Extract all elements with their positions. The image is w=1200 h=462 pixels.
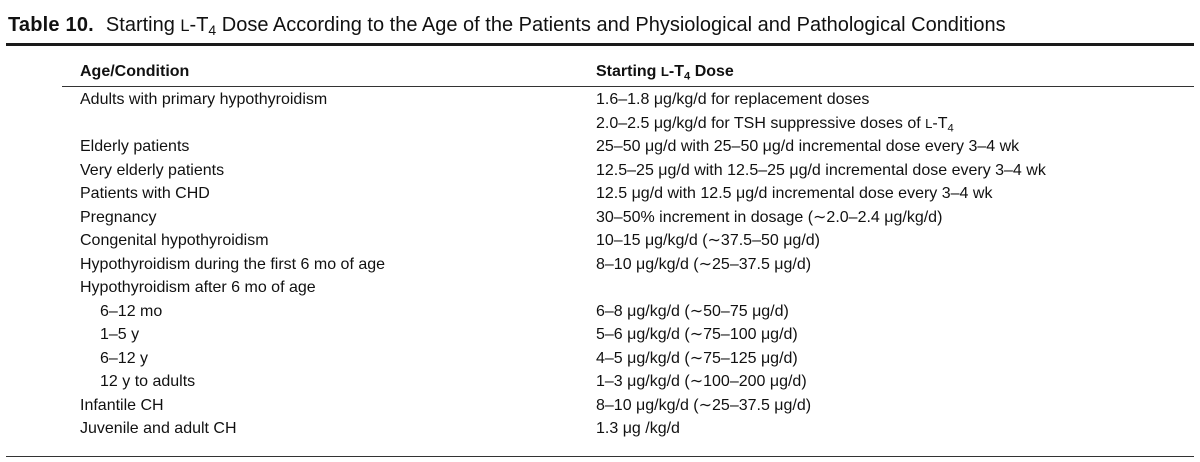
column-header-dose: Starting L-T4 Dose xyxy=(596,63,734,83)
condition-cell: 1–5 y xyxy=(100,326,140,343)
dose-cell: 1.6–1.8 μg/kg/d for replacement doses xyxy=(596,91,870,108)
table-row: 6–12 y 4–5 μg/kg/d (∼75–125 μg/d) xyxy=(0,347,1200,371)
dose-cell: 1–3 μg/kg/d (∼100–200 μg/d) xyxy=(596,373,807,390)
table-row: Pregnancy 30–50% increment in dosage (∼2… xyxy=(0,206,1200,230)
condition-cell: Very elderly patients xyxy=(80,161,225,179)
condition-cell: Pregnancy xyxy=(80,208,157,226)
condition-cell: Juvenile and adult CH xyxy=(80,420,237,437)
table-row: 2.0–2.5 μg/kg/d for TSH suppressive dose… xyxy=(0,112,1200,136)
condition-cell: 6–12 y xyxy=(100,349,149,367)
dose-cell: 6–8 μg/kg/d (∼50–75 μg/d) xyxy=(596,302,789,320)
condition-cell: 12 y to adults xyxy=(100,373,196,390)
top-rule xyxy=(6,43,1194,46)
column-header-condition: Age/Condition xyxy=(80,63,190,80)
dose-cell: 5–6 μg/kg/d (∼75–100 μg/d) xyxy=(596,326,798,343)
table-row: Adults with primary hypothyroidism 1.6–1… xyxy=(0,88,1200,112)
condition-cell: Adults with primary hypothyroidism xyxy=(80,91,328,108)
dose-cell: 4–5 μg/kg/d (∼75–125 μg/d) xyxy=(596,349,798,367)
dose-cell: 12.5 μg/d with 12.5 μg/d incremental dos… xyxy=(596,185,993,202)
dose-cell: 1.3 μg /kg/d xyxy=(596,420,680,437)
dose-cell: 2.0–2.5 μg/kg/d for TSH suppressive dose… xyxy=(596,114,954,134)
dose-cell: 8–10 μg/kg/d (∼25–37.5 μg/d) xyxy=(596,255,812,273)
dose-cell: 30–50% increment in dosage (∼2.0–2.4 μg/… xyxy=(596,208,943,226)
condition-cell: Hypothyroidism during the first 6 mo of … xyxy=(80,255,386,273)
table-row: 12 y to adults 1–3 μg/kg/d (∼100–200 μg/… xyxy=(0,370,1200,394)
table-row: Congenital hypothyroidism 10–15 μg/kg/d … xyxy=(0,229,1200,253)
dose-cell: 25–50 μg/d with 25–50 μg/d incremental d… xyxy=(596,138,1020,155)
table-row: Juvenile and adult CH 1.3 μg /kg/d xyxy=(0,417,1200,441)
condition-cell: 6–12 mo xyxy=(100,302,163,320)
table-row: 1–5 y 5–6 μg/kg/d (∼75–100 μg/d) xyxy=(0,323,1200,347)
table-row: Hypothyroidism during the first 6 mo of … xyxy=(0,253,1200,277)
table-row: Hypothyroidism after 6 mo of age xyxy=(0,276,1200,300)
table-title-text: Starting L-T4 Dose According to the Age … xyxy=(105,14,1006,39)
condition-cell: Congenital hypothyroidism xyxy=(80,232,269,249)
table-row: Patients with CHD 12.5 μg/d with 12.5 μg… xyxy=(0,182,1200,206)
condition-cell: Hypothyroidism after 6 mo of age xyxy=(80,279,316,296)
table-row: 6–12 mo 6–8 μg/kg/d (∼50–75 μg/d) xyxy=(0,300,1200,324)
dose-cell: 12.5–25 μg/d with 12.5–25 μg/d increment… xyxy=(596,161,1046,179)
table-row: Infantile CH 8–10 μg/kg/d (∼25–37.5 μg/d… xyxy=(0,394,1200,418)
condition-cell: Elderly patients xyxy=(80,138,190,155)
bottom-rule xyxy=(6,456,1194,457)
table-title: Table 10. Starting L-T4 Dose According to… xyxy=(8,10,1192,44)
condition-cell: Infantile CH xyxy=(80,396,164,414)
dose-cell: 8–10 μg/kg/d (∼25–37.5 μg/d) xyxy=(596,396,812,414)
dose-cell: 10–15 μg/kg/d (∼37.5–50 μg/d) xyxy=(596,232,820,249)
table-row: Very elderly patients 12.5–25 μg/d with … xyxy=(0,159,1200,183)
header-rule xyxy=(62,86,1194,87)
table-header-row: Age/Condition Starting L-T4 Dose xyxy=(80,60,1190,84)
condition-cell: Patients with CHD xyxy=(80,185,210,202)
table-row: Elderly patients 25–50 μg/d with 25–50 μ… xyxy=(0,135,1200,159)
table-number: Table 10. xyxy=(8,14,94,36)
table-body: Adults with primary hypothyroidism 1.6–1… xyxy=(0,88,1200,441)
